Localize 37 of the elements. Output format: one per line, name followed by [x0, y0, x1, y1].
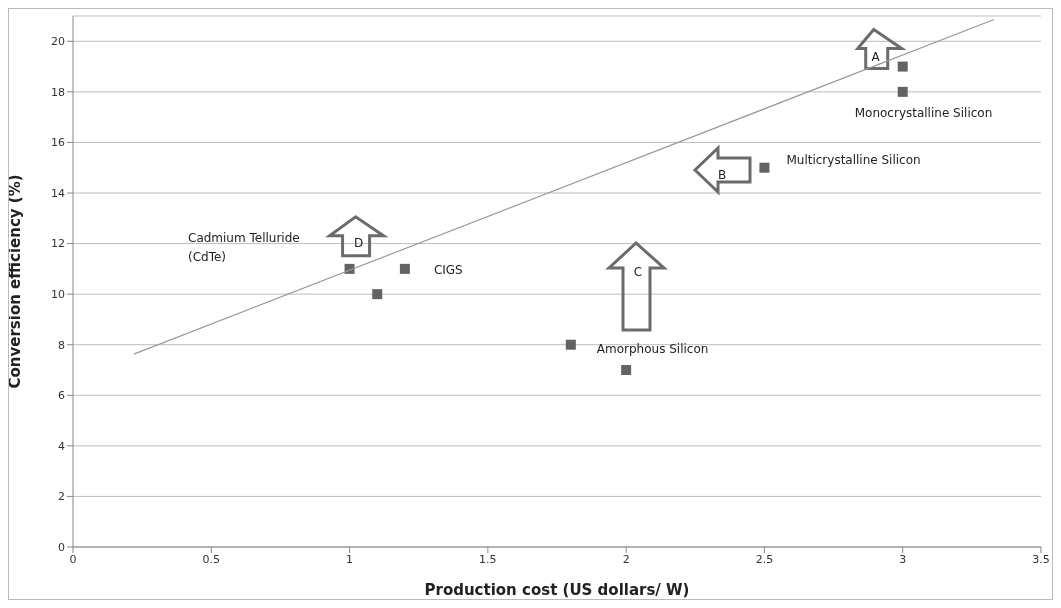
y-tick-label: 4 [58, 439, 65, 453]
x-tick-label: 2.5 [755, 552, 774, 566]
point [897, 86, 908, 97]
annotation: C [633, 264, 643, 279]
y-tick-label: 0 [58, 540, 65, 554]
point [372, 289, 383, 300]
point [621, 365, 632, 375]
y-tick-label: 14 [51, 186, 65, 200]
annotation: Amorphous Silicon [596, 341, 709, 356]
y-tick-label: 20 [51, 35, 65, 49]
x-axis-title: Production cost (US dollars/ W) [424, 581, 690, 599]
annotation: B [717, 167, 727, 182]
y-tick-label: 2 [58, 490, 65, 504]
annotation: D [353, 235, 364, 250]
x-tick-label: 0.5 [202, 552, 221, 566]
point [565, 339, 576, 350]
annotation: Monocrystalline Silicon [854, 105, 993, 120]
y-tick-label: 8 [58, 338, 65, 352]
y-tick-label: 16 [51, 136, 65, 150]
annotation: Multicrystalline Silicon [786, 152, 921, 167]
annotation: A [871, 49, 881, 64]
annotation: CIGS [433, 262, 463, 277]
y-axis-title: Conversion efficiency (%) [6, 174, 25, 389]
y-tick-label: 6 [58, 389, 65, 403]
x-tick-label: 1.5 [479, 552, 497, 566]
point [759, 162, 770, 173]
x-tick-label: 3 [899, 552, 907, 566]
y-tick-label: 18 [51, 85, 65, 99]
x-tick-label: 2 [622, 552, 630, 566]
y-tick-label: 10 [51, 288, 65, 302]
point [399, 263, 410, 274]
x-tick-label: 3.5 [1032, 552, 1050, 566]
annotation: Cadmium Telluride (CdTe) [188, 230, 300, 264]
x-tick-label: 1 [346, 552, 354, 566]
point [897, 61, 908, 72]
x-tick-label: 0 [69, 552, 77, 566]
y-tick-label: 12 [51, 237, 65, 251]
